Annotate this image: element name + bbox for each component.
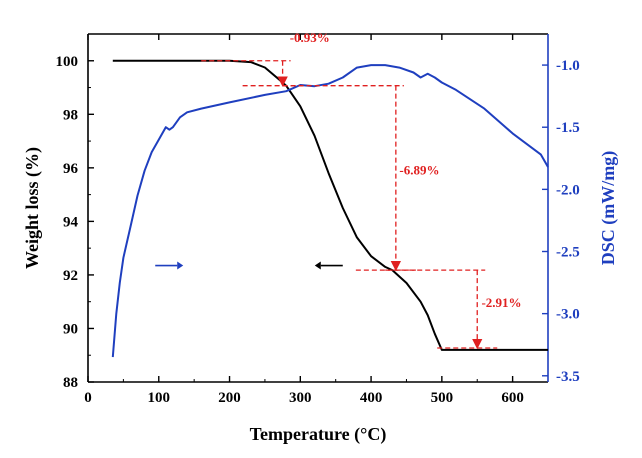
x-tick-label: 500	[431, 390, 454, 406]
dsc-axis-arrow-head	[177, 261, 184, 270]
y-tick-label: 98	[63, 107, 78, 123]
plot-frame	[87, 33, 549, 383]
axis-ticks: 0 100 200 300 400 500 600 88 90 92 94 96 98 100 -3.5 -3…	[56, 34, 580, 406]
data-series	[111, 59, 549, 358]
y2-tick-label: -3.0	[556, 307, 580, 323]
y-tick-label: 100	[56, 54, 79, 70]
annotation-label: -6.89%	[399, 163, 439, 178]
y2-tick-label: -1.0	[556, 58, 580, 74]
annotation-label: -2.91%	[481, 295, 521, 310]
tg-curve	[112, 59, 548, 351]
y2-tick-label: -2.5	[556, 245, 580, 261]
x-tick-label: 400	[360, 390, 383, 406]
y-axis-title: Weight loss (%)	[22, 147, 43, 269]
y2-tick-label: -3.5	[556, 369, 580, 385]
y2-axis-title: DSC (mW/mg)	[598, 151, 619, 266]
y-tick-label: 96	[63, 161, 79, 177]
x-tick-label: 200	[218, 390, 241, 406]
y2-tick-label: -1.5	[556, 120, 580, 136]
annotation-label: -0.93%	[290, 30, 330, 45]
axis-titles: Temperature (°C) Weight loss (%) DSC (mW…	[22, 147, 619, 445]
y-tick-label: 94	[63, 214, 79, 230]
y-tick-label: 88	[63, 375, 78, 391]
x-tick-label: 300	[289, 390, 312, 406]
y-tick-label: 90	[63, 321, 78, 337]
dsc-curve	[111, 64, 549, 358]
x-axis-title: Temperature (°C)	[250, 424, 387, 445]
x-tick-label: 600	[501, 390, 524, 406]
x-tick-label: 100	[148, 390, 171, 406]
tg-axis-arrow-head	[314, 261, 321, 270]
x-tick-label: 0	[84, 390, 92, 406]
axis-indicator-arrows	[155, 261, 343, 270]
y2-tick-label: -2.0	[556, 182, 580, 198]
y-tick-label: 92	[63, 268, 78, 284]
step-annotations: -0.93% -6.89% -2.91%	[201, 30, 522, 350]
